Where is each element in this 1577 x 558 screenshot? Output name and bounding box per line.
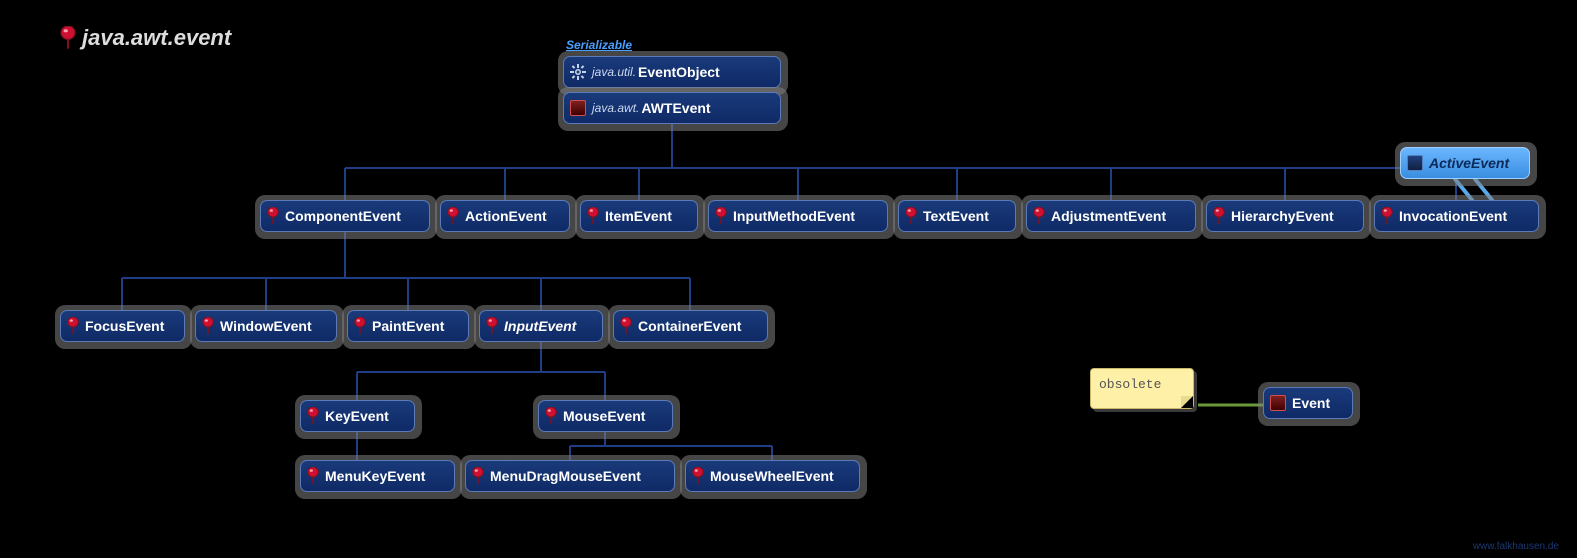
class-node-activeEvent[interactable]: ActiveEvent bbox=[1400, 147, 1530, 179]
class-name: ComponentEvent bbox=[285, 208, 401, 224]
class-icon bbox=[570, 100, 586, 116]
pin-icon bbox=[354, 317, 366, 335]
class-node-componentEvent[interactable]: ComponentEvent bbox=[260, 200, 430, 232]
class-name: FocusEvent bbox=[85, 318, 164, 334]
class-name: ContainerEvent bbox=[638, 318, 741, 334]
class-node-awtEvent[interactable]: java.awt.AWTEvent bbox=[563, 92, 781, 124]
pin-icon bbox=[307, 467, 319, 485]
class-name: MouseEvent bbox=[563, 408, 645, 424]
class-name: WindowEvent bbox=[220, 318, 312, 334]
pin-icon bbox=[1213, 207, 1225, 225]
pin-icon bbox=[545, 407, 557, 425]
pin-icon bbox=[307, 407, 319, 425]
class-node-actionEvent[interactable]: ActionEvent bbox=[440, 200, 570, 232]
pin-icon bbox=[715, 207, 727, 225]
class-node-inputEvent[interactable]: InputEvent bbox=[479, 310, 603, 342]
package-prefix: java.util. bbox=[592, 65, 636, 79]
serializable-label: Serializable bbox=[566, 38, 632, 52]
obsolete-note-text: obsolete bbox=[1099, 377, 1161, 392]
class-node-hierarchyEvent[interactable]: HierarchyEvent bbox=[1206, 200, 1364, 232]
pin-icon bbox=[1381, 207, 1393, 225]
class-name: ActiveEvent bbox=[1429, 155, 1509, 171]
class-node-focusEvent[interactable]: FocusEvent bbox=[60, 310, 185, 342]
class-name: ActionEvent bbox=[465, 208, 547, 224]
class-name: InputEvent bbox=[504, 318, 576, 334]
obsolete-note: obsolete bbox=[1090, 368, 1194, 409]
pin-icon bbox=[620, 317, 632, 335]
package-prefix: java.awt. bbox=[592, 101, 639, 115]
class-icon bbox=[1270, 395, 1286, 411]
class-name: KeyEvent bbox=[325, 408, 389, 424]
class-node-menuDragMouseEvent[interactable]: MenuDragMouseEvent bbox=[465, 460, 675, 492]
interface-icon bbox=[1407, 155, 1423, 171]
pin-icon bbox=[692, 467, 704, 485]
class-name: AWTEvent bbox=[641, 100, 710, 116]
class-node-itemEvent[interactable]: ItemEvent bbox=[580, 200, 698, 232]
pin-icon bbox=[60, 26, 76, 50]
pin-icon bbox=[267, 207, 279, 225]
pin-icon bbox=[1033, 207, 1045, 225]
class-node-containerEvent[interactable]: ContainerEvent bbox=[613, 310, 768, 342]
package-title-text: java.awt.event bbox=[82, 25, 231, 51]
class-name: TextEvent bbox=[923, 208, 989, 224]
pin-icon bbox=[472, 467, 484, 485]
class-node-adjustmentEvent[interactable]: AdjustmentEvent bbox=[1026, 200, 1196, 232]
class-node-event[interactable]: Event bbox=[1263, 387, 1353, 419]
class-node-inputMethodEvent[interactable]: InputMethodEvent bbox=[708, 200, 888, 232]
pin-icon bbox=[486, 317, 498, 335]
package-title: java.awt.event bbox=[60, 25, 231, 51]
pin-icon bbox=[447, 207, 459, 225]
class-node-keyEvent[interactable]: KeyEvent bbox=[300, 400, 415, 432]
class-name: PaintEvent bbox=[372, 318, 444, 334]
class-name: MouseWheelEvent bbox=[710, 468, 834, 484]
class-name: ItemEvent bbox=[605, 208, 672, 224]
class-node-textEvent[interactable]: TextEvent bbox=[898, 200, 1016, 232]
pin-icon bbox=[67, 317, 79, 335]
class-node-mouseWheelEvent[interactable]: MouseWheelEvent bbox=[685, 460, 860, 492]
class-node-paintEvent[interactable]: PaintEvent bbox=[347, 310, 469, 342]
watermark: www.falkhausen.de bbox=[1473, 541, 1559, 552]
class-name: HierarchyEvent bbox=[1231, 208, 1334, 224]
class-node-mouseEvent[interactable]: MouseEvent bbox=[538, 400, 673, 432]
class-name: AdjustmentEvent bbox=[1051, 208, 1166, 224]
pin-icon bbox=[587, 207, 599, 225]
class-node-invocationEvent[interactable]: InvocationEvent bbox=[1374, 200, 1539, 232]
class-name: InvocationEvent bbox=[1399, 208, 1507, 224]
class-node-windowEvent[interactable]: WindowEvent bbox=[195, 310, 337, 342]
class-name: InputMethodEvent bbox=[733, 208, 855, 224]
class-node-eventObject[interactable]: java.util.EventObject bbox=[563, 56, 781, 88]
pin-icon bbox=[202, 317, 214, 335]
class-node-menuKeyEvent[interactable]: MenuKeyEvent bbox=[300, 460, 455, 492]
gear-icon bbox=[570, 64, 586, 80]
class-name: MenuDragMouseEvent bbox=[490, 468, 641, 484]
class-name: MenuKeyEvent bbox=[325, 468, 425, 484]
class-name: Event bbox=[1292, 395, 1330, 411]
class-name: EventObject bbox=[638, 64, 720, 80]
pin-icon bbox=[905, 207, 917, 225]
